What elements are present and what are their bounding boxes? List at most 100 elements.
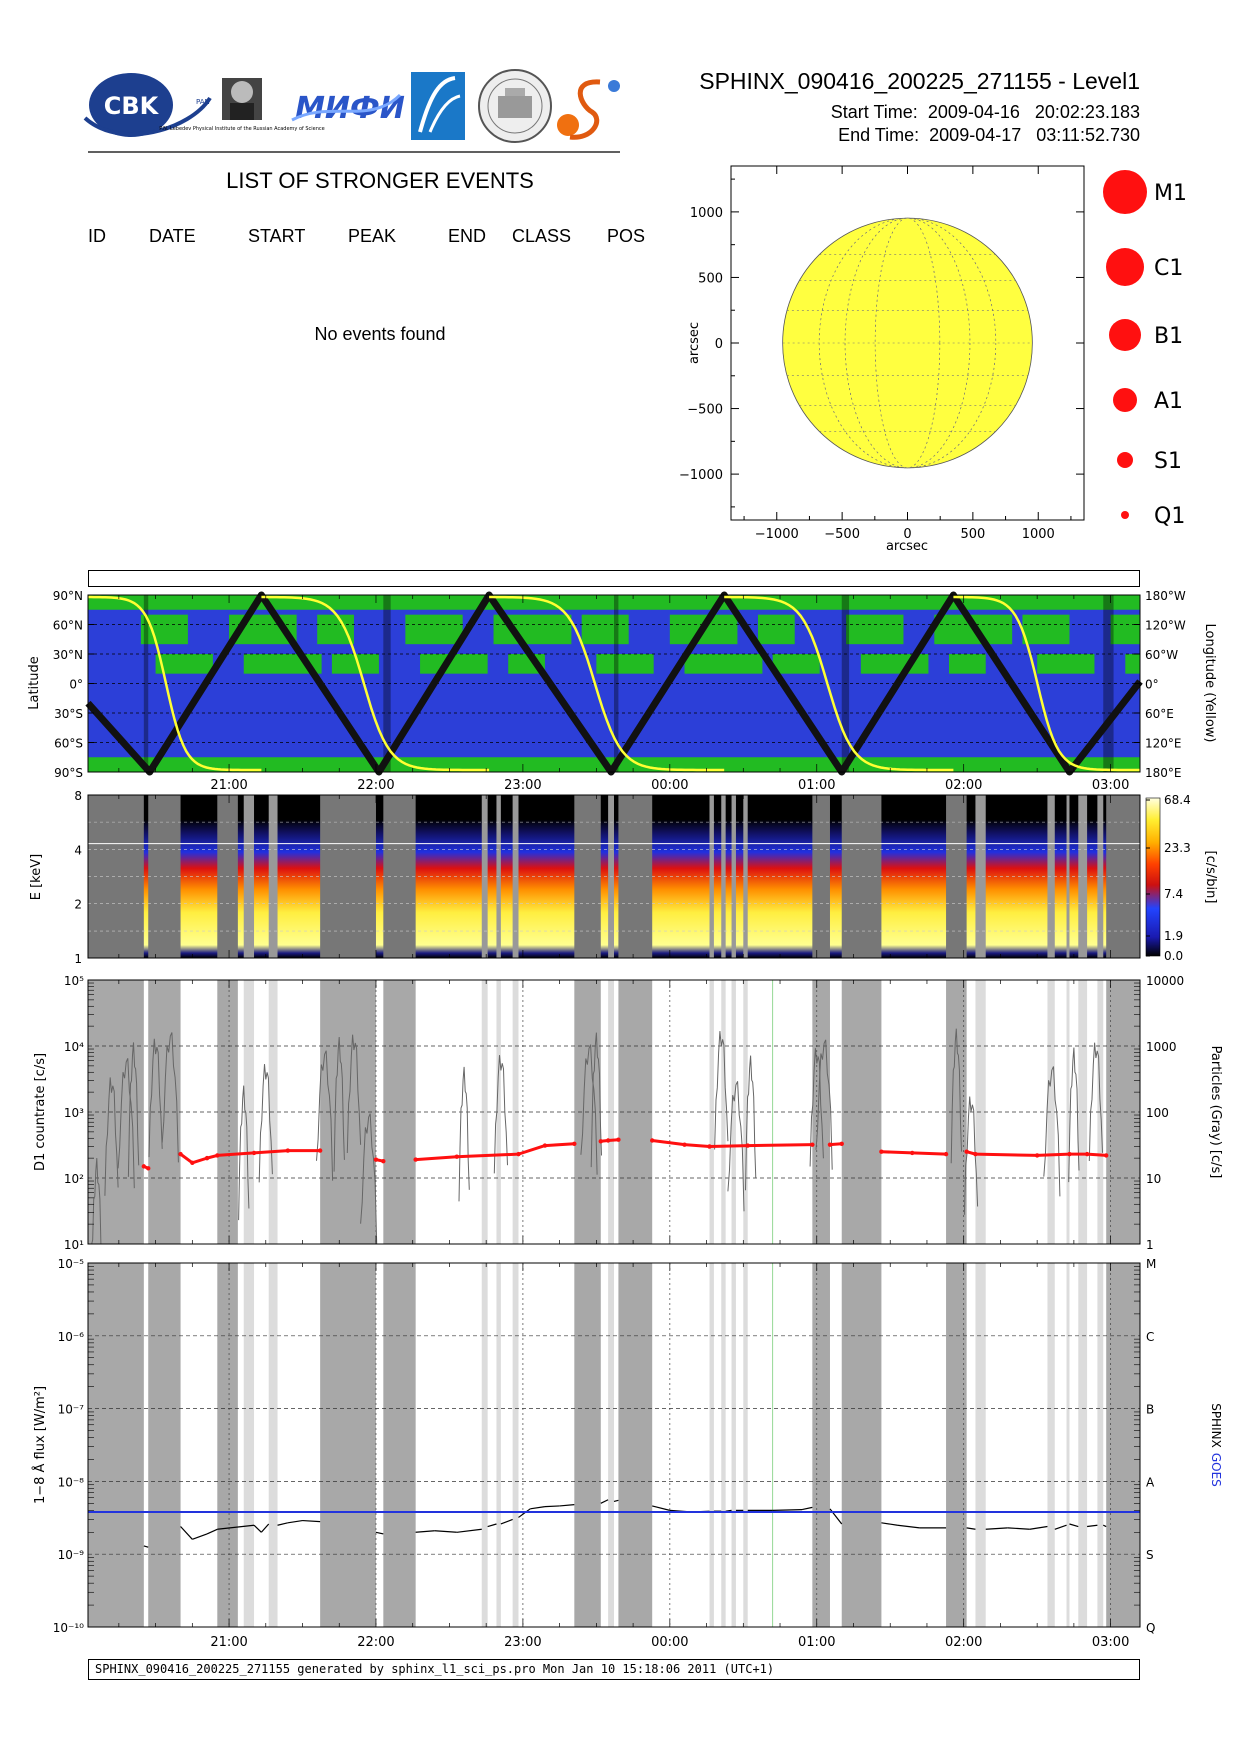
sun-longitude-line <box>844 217 971 469</box>
countrate-segment <box>253 1149 288 1155</box>
sphinx-flux-segment <box>1087 1524 1098 1528</box>
spectrogram-ylabel: E [keV] <box>29 854 44 900</box>
events-column-start: START <box>248 226 306 246</box>
start-time-value: 2009-04-16 20:02:23.183 <box>927 102 1140 122</box>
data-gap <box>1078 1263 1088 1627</box>
countrate-segment <box>143 1165 149 1170</box>
orbit-gap <box>143 595 149 772</box>
sphinx-flux-segment <box>217 1524 255 1530</box>
orbit-right-tick: 120°W <box>1145 619 1186 633</box>
cbk-logo-sub: PAN <box>196 98 210 106</box>
data-gap <box>320 1263 376 1627</box>
colorbar-tick-label: 23.3 <box>1164 841 1191 855</box>
legend-label-q1: Q1 <box>1154 504 1185 529</box>
countrate-right-tick: 1000 <box>1146 1040 1177 1054</box>
countrate-left-tick: 10³ <box>64 1106 84 1120</box>
countrate-segment <box>544 1142 575 1148</box>
flux-right-tick: S <box>1146 1548 1154 1562</box>
data-gap <box>721 1263 726 1627</box>
countrate-segment <box>518 1144 546 1156</box>
flux-gaps <box>88 1263 1140 1627</box>
sphinx-flux-segment <box>559 1504 575 1507</box>
orbit-land-patch <box>1110 614 1140 645</box>
orbit-ylabel-left: Latitude <box>27 656 42 710</box>
spectrogram-gap <box>721 795 726 958</box>
particle-spike <box>127 1042 140 1177</box>
d1-countrate-series <box>141 1137 1109 1171</box>
spectrogram-gap <box>709 795 714 958</box>
sphinx-flux-segment <box>518 1508 531 1518</box>
events-column-id: ID <box>88 226 106 246</box>
colorbar-tick-label: 7.4 <box>1164 887 1183 901</box>
seal-logo <box>478 69 552 143</box>
orbit-left-tick: 90°S <box>54 766 83 780</box>
sphinx-flux-segment <box>456 1528 482 1533</box>
spectrogram-grid <box>88 821 1140 932</box>
particle-spike <box>950 1028 962 1164</box>
longitude-curve <box>953 595 1140 772</box>
sphinx-flux-segment <box>192 1533 208 1540</box>
spectrogram-gap <box>743 795 748 958</box>
sphinx-flux-segment <box>1054 1524 1067 1530</box>
data-gap <box>608 1263 614 1627</box>
flux-panel: 10⁻⁵ M 10⁻⁶ C 10⁻⁷ B 10⁻⁸ A 10⁻⁹ S 10⁻¹⁰ Q 1−8 Å fl… <box>32 1257 1223 1635</box>
particle-spike <box>809 1048 824 1167</box>
data-gap <box>841 1263 882 1627</box>
particle-spike <box>91 1158 102 1245</box>
lebedev-caption: P.N. Lebedev Physical Institute of the R… <box>159 126 325 132</box>
legend-dot-m1 <box>1103 170 1147 214</box>
particle-spike <box>161 1032 179 1163</box>
orbit-ylabel-right: Longitude (Yellow) <box>1202 624 1217 743</box>
data-gap <box>481 980 488 1244</box>
flux-right-tick: Q <box>1146 1621 1155 1635</box>
legend-dot-c1 <box>1106 248 1144 286</box>
orbit-land-patch <box>757 614 795 645</box>
flux-right-tick: A <box>1146 1475 1155 1489</box>
longitude-curve <box>724 595 954 772</box>
orbit-left-tick: 0° <box>69 678 83 692</box>
spectrogram-gap <box>946 795 967 958</box>
end-time-value: 2009-04-17 03:11:52.730 <box>929 125 1140 145</box>
data-gap <box>496 980 501 1244</box>
no-events-message: No events found <box>314 324 446 344</box>
mifi-logo-text: МИФИ <box>295 91 405 126</box>
flux-left-tick: 10⁻⁹ <box>58 1548 85 1562</box>
sphinx-flux-segment <box>1069 1523 1079 1528</box>
countrate-segment <box>415 1155 457 1162</box>
countrate-frame <box>87 979 1141 1245</box>
particle-spike <box>1043 1066 1061 1197</box>
legend-label-c1: C1 <box>1154 256 1183 281</box>
orbit-land-patch <box>684 654 763 674</box>
sun-ytick-label: 1000 <box>690 206 723 221</box>
data-gap <box>496 1263 501 1627</box>
countrate-left-tick: 10⁴ <box>64 1040 84 1054</box>
orbit-time-label: 01:00 <box>798 778 835 793</box>
orbit-right-tick: 0° <box>1145 678 1159 692</box>
flux-right-tick: C <box>1146 1330 1154 1344</box>
spectrogram-gap <box>1047 795 1055 958</box>
particle-spike <box>493 1055 508 1174</box>
orbit-land-patch <box>1125 654 1140 674</box>
flux-time-label: 01:00 <box>798 1635 835 1650</box>
legend-label-s1: S1 <box>1154 449 1182 474</box>
data-gap <box>1106 1263 1140 1627</box>
particle-spike <box>714 1031 729 1150</box>
sphinx-flux-segment <box>487 1523 497 1528</box>
countrate-segment <box>881 1150 913 1155</box>
data-gap <box>217 980 238 1244</box>
sun-ytick-label: 500 <box>698 271 723 286</box>
sphinx-flux-segment <box>434 1530 457 1533</box>
countrate-right-tick: 10 <box>1146 1172 1161 1186</box>
data-gap <box>481 1263 488 1627</box>
countrate-segment <box>217 1151 255 1157</box>
orbit-land-patch <box>596 654 654 674</box>
orbit-time-label: 00:00 <box>651 778 688 793</box>
flux-time-label: 03:00 <box>1092 1635 1129 1650</box>
events-column-date: DATE <box>149 226 196 246</box>
particle-spike <box>148 1038 163 1158</box>
orbit-land-patch <box>581 614 629 645</box>
flux-left-tick: 10⁻⁵ <box>58 1257 85 1271</box>
data-gap <box>574 1263 601 1627</box>
sphinx-flux-segment <box>1007 1527 1030 1530</box>
sun-ytick-label: −1000 <box>680 468 723 483</box>
